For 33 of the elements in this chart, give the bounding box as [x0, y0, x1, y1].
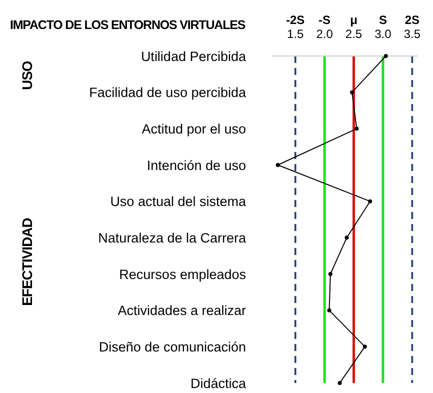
x-tick-label: 1.5 [287, 27, 304, 41]
x-tick-label: 2.0 [316, 27, 334, 41]
ref-line-label: 2S [404, 13, 420, 27]
text: EFECTIVIDAD [19, 218, 35, 306]
point [384, 54, 388, 58]
point [276, 163, 280, 167]
y-tick-label: Intención de uso [146, 158, 246, 173]
x-tick-label: 2.5 [345, 27, 362, 41]
y-tick-label: Utilidad Percibida [140, 48, 246, 64]
y-tick-label: Facilidad de uso percibida [89, 85, 246, 100]
ref-line-label: S [378, 13, 387, 27]
x-tick-label: 3.0 [374, 27, 392, 41]
point [350, 90, 354, 94]
y-tick-label: Recursos empleados [119, 266, 246, 282]
point [338, 381, 342, 385]
y-tick-label: Actitud por el uso [142, 121, 246, 136]
x-tick-label: 3.5 [404, 27, 421, 41]
point [354, 126, 359, 131]
text: IMPACTO DE LOS ENTORNOS VIRTUALES [10, 18, 246, 32]
point [362, 344, 367, 349]
point [368, 199, 372, 204]
y-tick-label: Diseño de comunicación [98, 339, 246, 354]
ref-line-label: -2S [286, 13, 305, 27]
y-tick-label: Didáctica [190, 376, 246, 391]
ref-line-label: μ [350, 13, 358, 27]
point [327, 308, 332, 312]
point [328, 272, 332, 276]
point [344, 236, 349, 240]
y-tick-label: Naturaleza de la Carrera [98, 230, 246, 246]
ref-line-label: -S [318, 13, 331, 27]
text: USO [19, 60, 35, 90]
y-tick-label: Actividades a realizar [118, 303, 246, 318]
y-tick-label: Uso actual del sistema [110, 194, 246, 210]
